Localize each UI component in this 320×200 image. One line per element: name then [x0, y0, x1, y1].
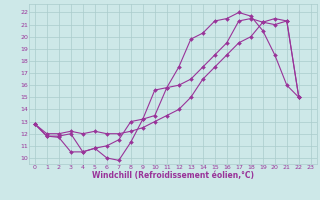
- X-axis label: Windchill (Refroidissement éolien,°C): Windchill (Refroidissement éolien,°C): [92, 171, 254, 180]
